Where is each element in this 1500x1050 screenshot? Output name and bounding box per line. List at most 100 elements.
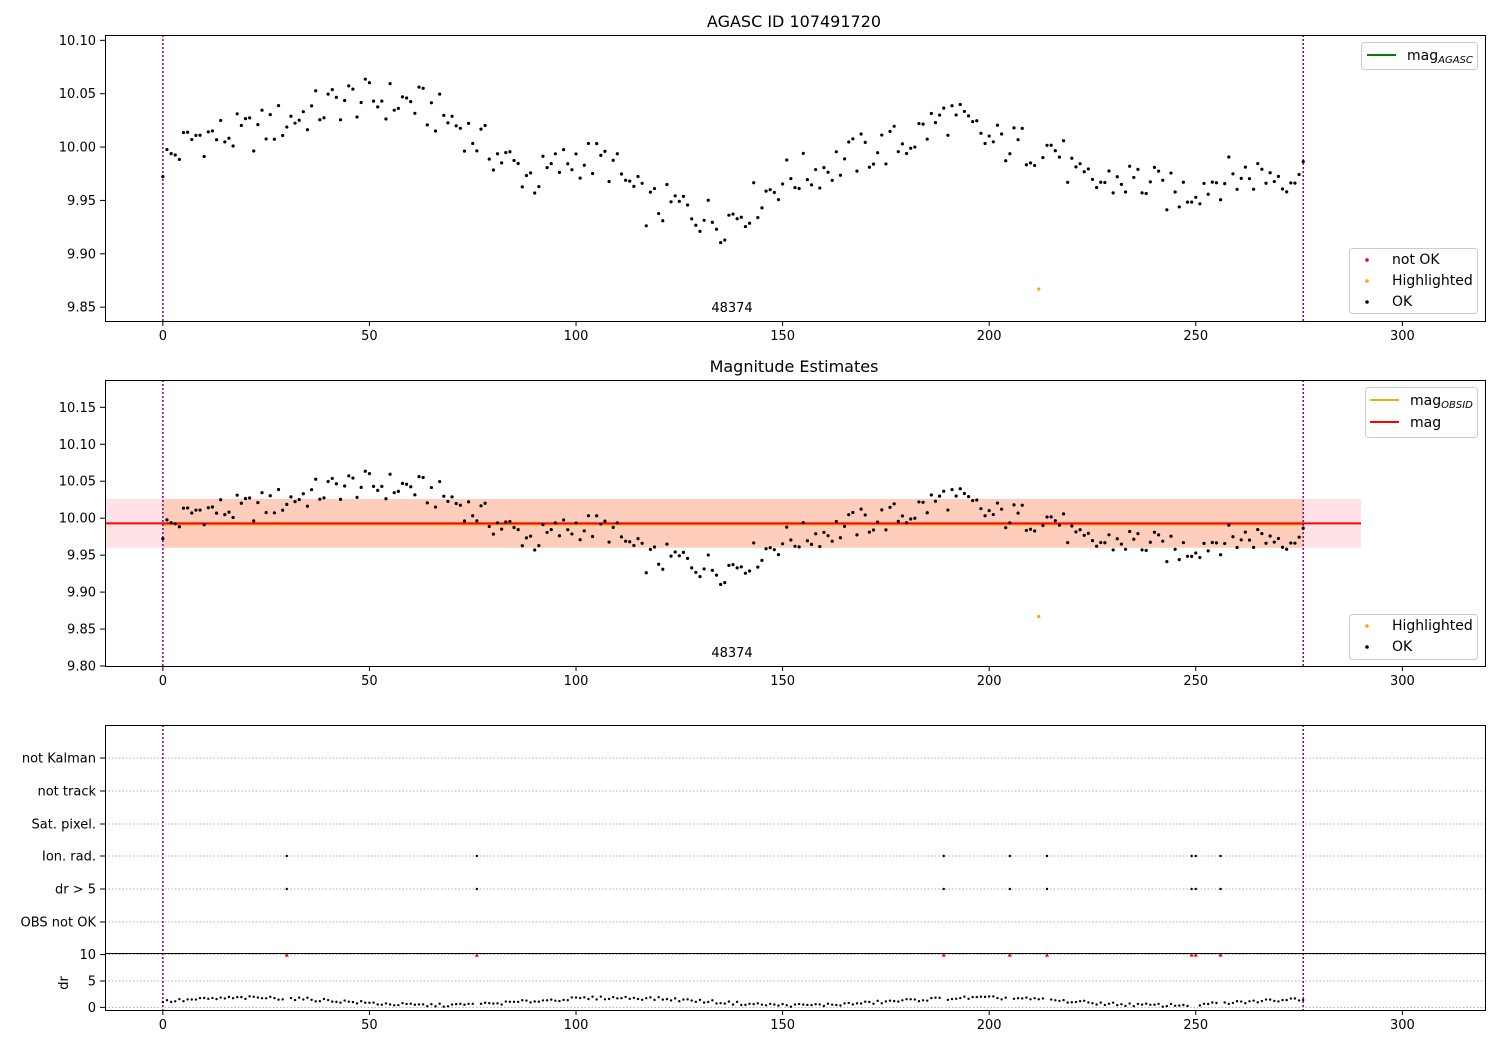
estimates-ok-point — [752, 541, 756, 545]
estimates-ok-point — [1041, 523, 1045, 528]
agasc-ok-point — [256, 123, 260, 127]
agasc-ok-point — [838, 173, 843, 177]
agasc-ok-point — [508, 150, 512, 154]
estimates-ok-point — [710, 568, 714, 572]
estimates-ok-point — [429, 485, 434, 490]
estimates-ok-point — [248, 496, 252, 500]
estimates-ok-point — [962, 491, 967, 496]
estimates-ok-point — [1099, 540, 1103, 545]
agasc-ok-point — [326, 92, 330, 96]
agasc-obsid-annotation: 48374 — [711, 301, 752, 316]
estimates-ok-point — [1264, 541, 1268, 545]
agasc-ok-point — [772, 190, 776, 195]
agasc-highlighted-point — [1037, 287, 1041, 291]
dr-point — [1169, 1002, 1173, 1006]
agasc-ok-point — [1231, 172, 1235, 176]
estimates-ok-point — [1144, 548, 1148, 552]
agasc-ok-point — [1194, 195, 1198, 199]
dr-point — [178, 997, 181, 1001]
dr-xtick-label: 50 — [361, 1018, 378, 1033]
agasc-ok-point — [388, 82, 392, 86]
agasc-ok-point — [314, 89, 318, 93]
dr-point — [496, 1002, 499, 1005]
agasc-ok-point — [322, 116, 326, 120]
agasc-ok-point — [950, 104, 954, 108]
agasc-ok-point — [417, 85, 421, 89]
agasc-ok-point — [1223, 182, 1227, 186]
estimates-ytick-label: 9.95 — [67, 549, 96, 564]
dr-point — [339, 1001, 342, 1004]
estimates-ok-point — [983, 514, 987, 518]
agasc-ok-point — [801, 151, 805, 155]
dr-clipped-marker — [941, 952, 946, 957]
dr-point — [393, 1004, 396, 1007]
estimates-ok-point — [623, 539, 628, 543]
agasc-ok-point — [590, 171, 595, 176]
estimates-ok-point — [909, 517, 913, 521]
estimates-ok-point — [785, 525, 789, 529]
agasc-ok-point — [471, 141, 475, 146]
legend-marker-not-ok — [1365, 258, 1369, 262]
estimates-ok-point — [541, 522, 545, 527]
dr-point — [335, 1000, 338, 1004]
estimates-ok-point — [1111, 548, 1115, 552]
agasc-ok-point — [413, 111, 417, 115]
agasc-ok-point — [971, 119, 975, 124]
estimates-ok-point — [206, 506, 210, 510]
estimates-ok-point — [289, 495, 293, 499]
estimates-ok-point — [1177, 558, 1181, 562]
agasc-ok-point — [318, 118, 322, 122]
agasc-ok-point — [628, 179, 632, 183]
estimates-ok-point — [1152, 530, 1157, 534]
dr-point — [558, 999, 561, 1003]
dr-point — [612, 995, 615, 999]
dr-point — [302, 998, 305, 1001]
estimates-ok-point — [648, 547, 652, 552]
agasc-ok-point — [719, 240, 723, 245]
dr-point — [471, 1002, 474, 1006]
dr-point — [1248, 1000, 1251, 1003]
dr-point — [777, 1004, 780, 1007]
agasc-ok-point — [623, 178, 628, 182]
estimates-ok-point — [524, 536, 529, 540]
legend-label-highlighted-2: Highlighted — [1392, 618, 1473, 634]
estimates-ok-point — [681, 550, 686, 554]
dr-point — [190, 998, 193, 1001]
agasc-ok-point — [574, 152, 578, 156]
agasc-ok-point — [371, 99, 376, 103]
agasc-ok-point — [611, 158, 615, 162]
estimates-ok-point — [1206, 549, 1210, 553]
estimates-ok-point — [570, 532, 574, 536]
agasc-ok-point — [1049, 143, 1053, 147]
estimates-ok-point — [235, 493, 239, 497]
dr-point — [839, 1004, 842, 1007]
agasc-ok-point — [1070, 156, 1074, 160]
agasc-ok-point — [702, 218, 706, 222]
estimates-ok-point — [673, 550, 677, 554]
estimates-ok-point — [363, 469, 367, 473]
dr-ytick-label: 5 — [88, 974, 96, 989]
estimates-ok-point — [413, 493, 417, 497]
agasc-ok-point — [1086, 167, 1090, 171]
dr-point — [541, 999, 545, 1002]
estimates-ok-point — [669, 554, 673, 558]
estimates-ok-point — [859, 507, 863, 511]
dr-point — [616, 997, 619, 1000]
agasc-ok-point — [648, 190, 652, 194]
estimates-ok-point — [181, 506, 186, 510]
estimates-ok-point — [946, 508, 950, 512]
estimates-ok-point — [1008, 521, 1012, 525]
dr-point — [211, 996, 214, 1000]
estimates-marker-legend: Highlighted OK — [1349, 614, 1478, 660]
estimates-ok-point — [636, 537, 640, 541]
agasc-ok-point — [429, 101, 434, 105]
dr-point — [740, 1003, 743, 1007]
estimates-ok-point — [1132, 537, 1136, 541]
dr-point — [314, 1000, 317, 1003]
agasc-ok-point — [400, 95, 405, 99]
dr-point — [516, 1000, 520, 1004]
estimates-ok-point — [371, 484, 376, 488]
dr-point — [822, 1004, 826, 1008]
estimates-ok-point — [607, 540, 611, 544]
agasc-ok-point — [305, 128, 310, 132]
